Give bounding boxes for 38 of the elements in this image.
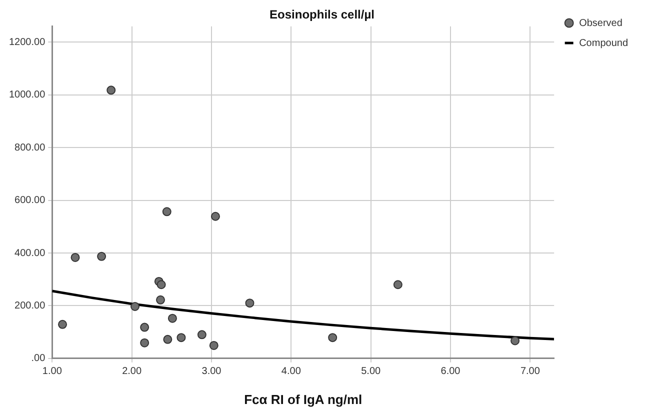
- x-tick-label: 3.00: [202, 366, 222, 378]
- x-tick-label: 6.00: [440, 366, 461, 378]
- point: [209, 340, 218, 350]
- point: [58, 320, 68, 329]
- point: [176, 333, 186, 342]
- chart-title: Eosinophils cell/µl: [270, 8, 374, 22]
- point: [197, 330, 206, 340]
- point: [140, 322, 150, 332]
- y-tick-label: 1000.00: [8, 90, 46, 101]
- x-tick-label: 7.00: [520, 366, 540, 378]
- point: [328, 333, 338, 342]
- point: [140, 338, 150, 348]
- y-tick-label: 1200.00: [8, 36, 46, 48]
- y-tick-label: 800.00: [14, 142, 46, 154]
- legend-label: Observed: [579, 18, 622, 29]
- point: [70, 252, 80, 262]
- point: [106, 86, 116, 95]
- point: [130, 302, 140, 311]
- x-axis-title: Fcα RI of IgA ng/ml: [244, 392, 362, 407]
- point: [156, 295, 165, 304]
- point: [210, 212, 220, 221]
- point: [162, 207, 172, 216]
- legend-label: Compound: [579, 38, 628, 49]
- point: [393, 280, 402, 290]
- x-tick-label: 1.00: [42, 366, 62, 378]
- y-tick-label: .00: [31, 353, 46, 364]
- x-tick-label: 4.00: [281, 366, 302, 378]
- point: [163, 334, 172, 344]
- point: [245, 298, 254, 308]
- y-tick-label: 600.00: [14, 195, 46, 206]
- point: [156, 280, 166, 290]
- x-tick-label: 2.00: [122, 366, 142, 378]
- y-tick-label: 200.00: [14, 300, 46, 312]
- x-tick-label: 5.00: [361, 366, 381, 378]
- point: [97, 252, 106, 261]
- point: [168, 314, 177, 323]
- y-tick-label: 400.00: [14, 248, 46, 259]
- point: [510, 336, 520, 346]
